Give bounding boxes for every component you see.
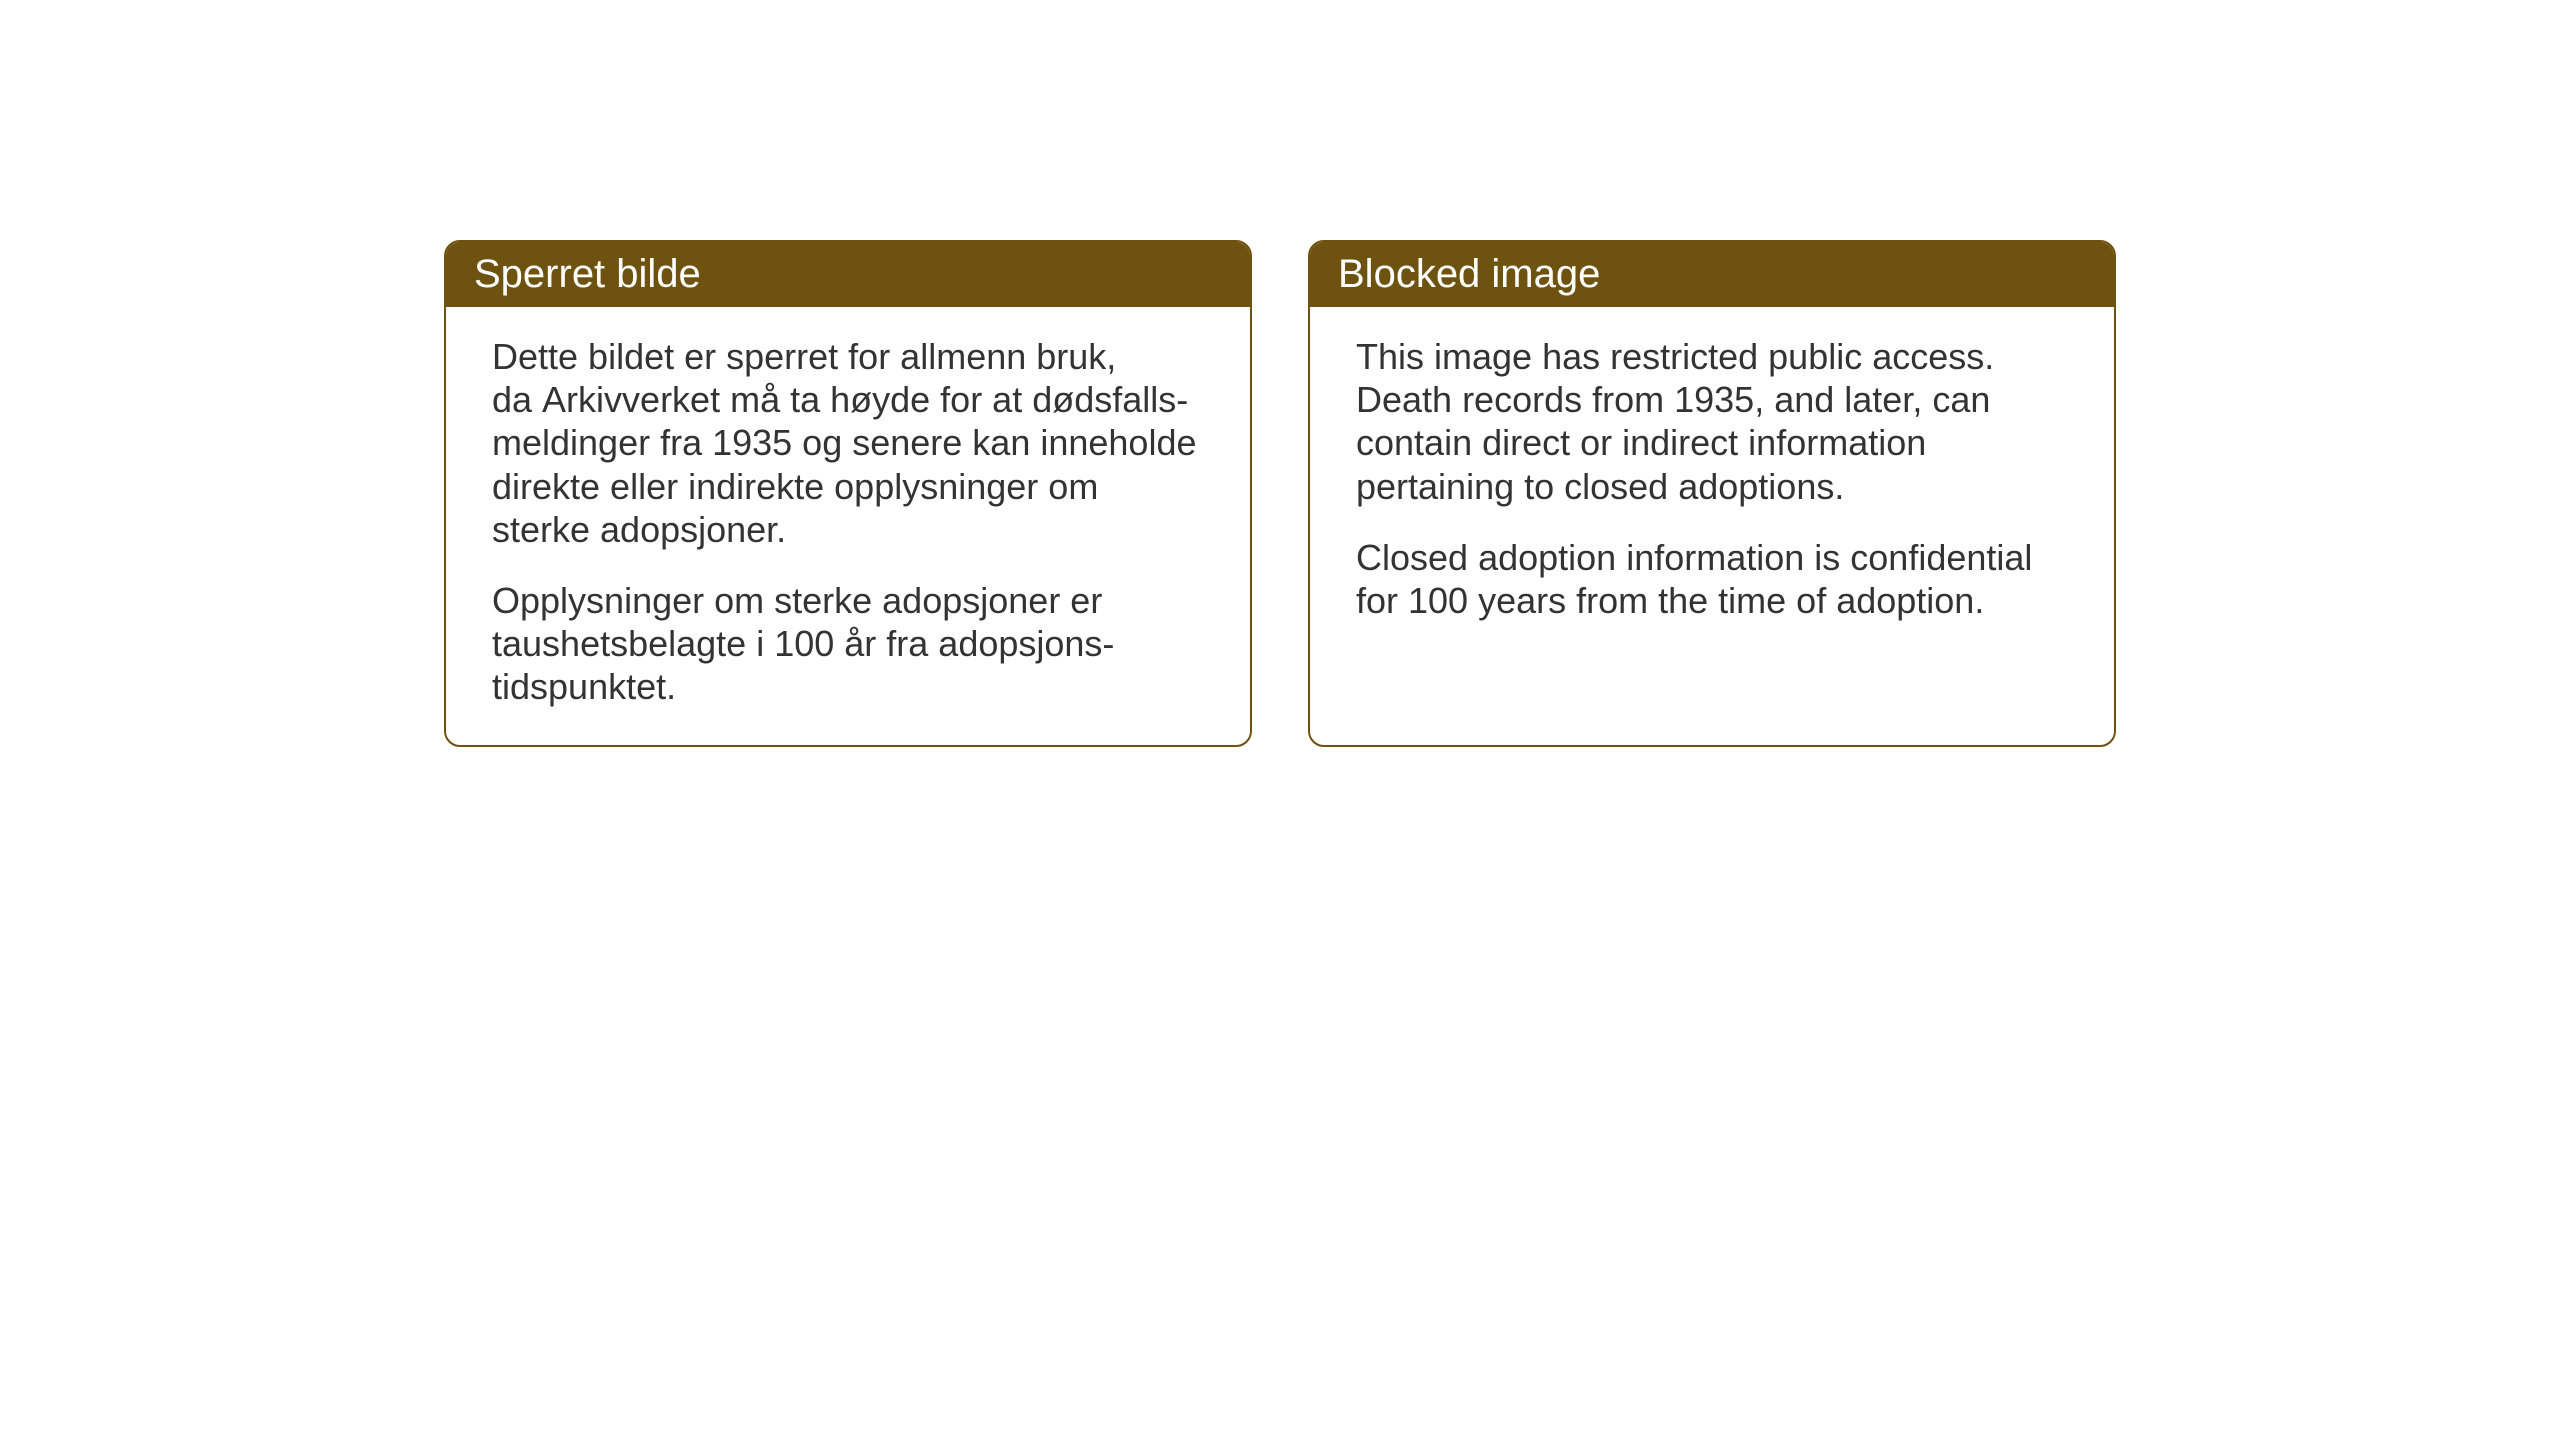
cards-container: Sperret bilde Dette bildet er sperret fo… bbox=[444, 240, 2116, 747]
card-english: Blocked image This image has restricted … bbox=[1308, 240, 2116, 747]
card-paragraph: This image has restricted public access.… bbox=[1356, 335, 2068, 508]
card-title: Blocked image bbox=[1338, 252, 1600, 296]
card-header-english: Blocked image bbox=[1310, 242, 2114, 307]
card-body-norwegian: Dette bildet er sperret for allmenn bruk… bbox=[446, 307, 1250, 745]
card-title: Sperret bilde bbox=[474, 252, 701, 296]
card-norwegian: Sperret bilde Dette bildet er sperret fo… bbox=[444, 240, 1252, 747]
card-paragraph: Dette bildet er sperret for allmenn bruk… bbox=[492, 335, 1204, 551]
card-paragraph: Opplysninger om sterke adopsjoner er tau… bbox=[492, 579, 1204, 709]
card-header-norwegian: Sperret bilde bbox=[446, 242, 1250, 307]
card-paragraph: Closed adoption information is confident… bbox=[1356, 536, 2068, 622]
card-body-english: This image has restricted public access.… bbox=[1310, 307, 2114, 658]
